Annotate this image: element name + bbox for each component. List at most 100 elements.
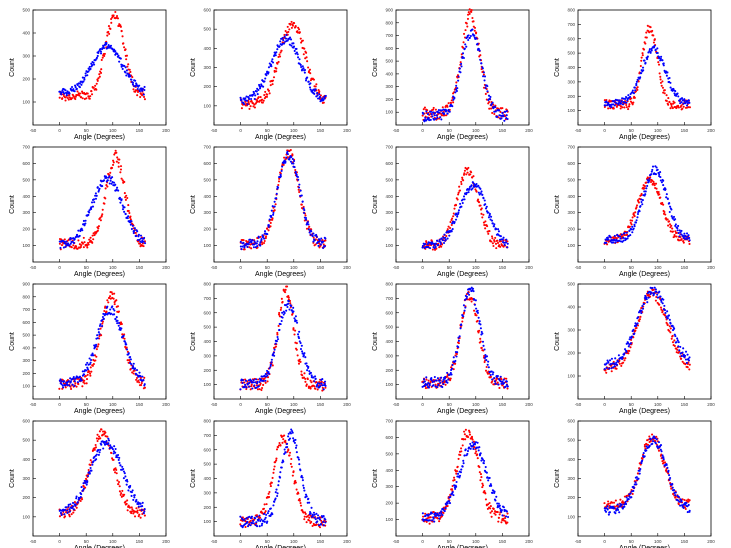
data-point: [143, 376, 146, 379]
data-point: [132, 231, 135, 235]
data-point: [481, 340, 485, 343]
data-point: [252, 379, 255, 382]
x-tick-label: -50: [30, 265, 37, 270]
data-point: [239, 96, 242, 99]
data-point: [446, 228, 449, 231]
x-tick-label: -50: [393, 128, 400, 133]
data-point: [258, 388, 261, 391]
data-point: [605, 366, 608, 369]
data-point: [296, 175, 300, 179]
data-point: [249, 238, 252, 241]
data-point: [457, 193, 460, 196]
data-point: [320, 237, 323, 240]
data-point: [303, 71, 306, 74]
data-point: [133, 227, 136, 230]
data-point: [78, 375, 82, 378]
data-point: [122, 468, 125, 471]
data-point: [123, 46, 126, 49]
x-tick-label: 200: [162, 402, 170, 407]
data-point: [76, 381, 79, 384]
y-tick-label: 800: [203, 282, 211, 287]
data-point: [122, 42, 125, 45]
data-point: [63, 515, 67, 518]
data-point: [292, 42, 295, 45]
data-point: [454, 218, 458, 221]
data-point: [605, 371, 608, 374]
data-point: [79, 96, 83, 99]
data-point: [126, 499, 129, 502]
data-point: [496, 239, 499, 242]
data-point: [457, 457, 460, 460]
data-point: [506, 387, 509, 390]
data-point: [628, 105, 631, 108]
data-point: [252, 381, 255, 384]
data-point: [429, 247, 432, 250]
data-point: [134, 84, 137, 88]
data-point: [89, 463, 92, 467]
data-point: [625, 231, 628, 234]
data-point: [623, 101, 626, 104]
axes-frame: [395, 146, 530, 263]
data-point: [95, 88, 98, 91]
data-point: [264, 516, 267, 519]
data-point: [103, 309, 106, 313]
data-point: [272, 351, 275, 354]
y-tick-label: 500: [203, 325, 211, 330]
data-point: [322, 515, 325, 518]
data-point: [425, 376, 428, 379]
data-point: [659, 59, 662, 62]
data-point: [494, 513, 497, 516]
data-point: [69, 236, 72, 240]
data-point: [462, 195, 466, 198]
data-point: [621, 106, 624, 109]
data-point: [290, 26, 293, 29]
data-point: [649, 26, 652, 29]
data-point: [263, 512, 266, 516]
data-point: [631, 216, 634, 219]
y-axis-label: Count: [9, 332, 16, 351]
data-point: [659, 306, 663, 309]
data-point: [299, 189, 302, 192]
data-point: [266, 374, 269, 377]
y-tick-label: 200: [22, 227, 30, 232]
data-point: [276, 62, 279, 65]
data-point: [88, 211, 91, 214]
data-point: [85, 369, 88, 372]
y-tick-label: 300: [385, 210, 393, 215]
data-point: [680, 104, 683, 107]
data-point: [78, 92, 82, 95]
data-point: [440, 237, 443, 240]
data-point: [87, 474, 90, 478]
y-tick-label: 300: [22, 210, 30, 215]
data-point: [130, 78, 133, 81]
data-point: [309, 387, 312, 390]
data-point: [603, 368, 606, 371]
data-point: [114, 50, 117, 53]
data-point: [430, 512, 434, 515]
data-point: [276, 492, 279, 495]
data-point: [112, 181, 116, 184]
data-point: [447, 102, 450, 105]
data-point: [662, 298, 665, 301]
data-point: [141, 501, 144, 504]
data-point: [126, 65, 129, 68]
data-point: [477, 184, 480, 187]
data-point: [312, 232, 315, 235]
data-point: [493, 112, 496, 116]
data-point: [451, 105, 454, 108]
data-point: [123, 337, 126, 340]
data-point: [279, 308, 282, 311]
data-point: [463, 454, 466, 457]
data-point: [101, 213, 104, 216]
data-point: [688, 242, 691, 246]
data-point: [668, 220, 671, 223]
y-tick-label: 500: [567, 177, 575, 182]
data-point: [248, 385, 251, 388]
data-point: [75, 497, 78, 500]
data-point: [119, 165, 123, 168]
y-axis-label: Count: [372, 332, 379, 351]
data-point: [278, 53, 281, 56]
data-point: [119, 464, 122, 467]
data-point: [125, 74, 128, 77]
data-point: [501, 238, 504, 241]
